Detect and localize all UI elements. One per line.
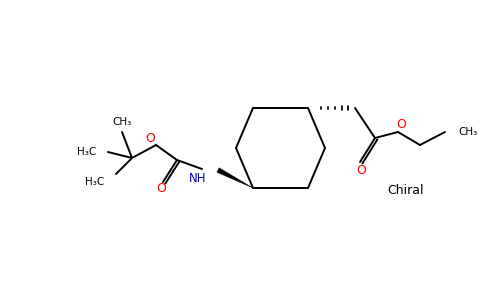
Text: O: O [156,182,166,196]
Text: NH: NH [189,172,207,184]
Text: H₃C: H₃C [77,147,97,157]
Polygon shape [217,168,253,188]
Text: Chiral: Chiral [387,184,423,196]
Text: CH₃: CH₃ [112,117,132,127]
Text: CH₃: CH₃ [458,127,477,137]
Text: H₃C: H₃C [85,177,105,187]
Text: O: O [396,118,406,130]
Text: O: O [356,164,366,176]
Text: O: O [145,131,155,145]
